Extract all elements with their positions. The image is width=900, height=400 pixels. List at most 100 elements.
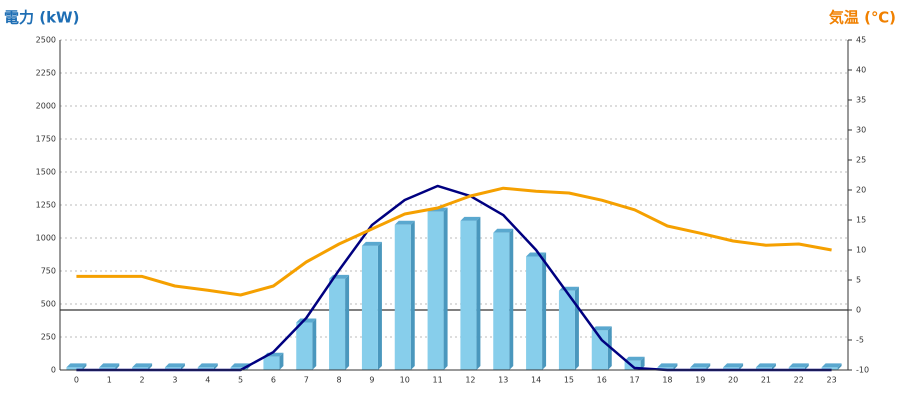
x-tick-label: 12 [465,376,475,385]
bar-side [771,363,776,370]
x-tick-label: 14 [531,376,541,385]
bar [821,367,838,370]
bar-top [493,228,514,233]
y2-tick-label: 20 [856,186,866,195]
bar [66,367,83,370]
bar-top [755,363,776,368]
x-tick-label: 3 [172,376,177,385]
y2-tick-label: 10 [856,246,866,255]
bar-top [657,363,678,368]
x-tick-label: 17 [629,376,639,385]
y2-tick-label: -5 [856,336,864,345]
y-tick-label: 0 [51,366,56,375]
bar-side [213,363,218,370]
x-tick-label: 13 [498,376,508,385]
y2-tick-label: 25 [856,156,866,165]
bar [394,224,411,370]
x-tick-label: 18 [662,376,672,385]
bar [755,367,772,370]
y-tick-label: 500 [41,300,56,309]
bar [263,356,280,370]
bar-side [279,352,284,370]
bar-side [82,363,87,370]
x-tick-label: 11 [432,376,442,385]
bar-top [624,356,645,361]
bar [558,290,575,370]
y2-tick-label: 15 [856,216,866,225]
bar-side [148,363,153,370]
y2-tick-label: 40 [856,66,866,75]
x-tick-label: 0 [74,376,79,385]
bar-top [591,326,612,331]
y-tick-label: 250 [41,333,56,342]
bar-side [739,363,744,370]
bar-side [115,363,120,370]
x-tick-label: 19 [695,376,705,385]
bar-side [574,286,579,370]
y2-tick-label: 35 [856,96,866,105]
y2-tick-label: -10 [856,366,869,375]
bar [296,322,313,370]
bar-side [673,363,678,370]
bar-side [443,207,448,370]
bar-top [394,220,415,225]
bar [493,232,510,370]
bar-side [542,252,547,370]
bar-top [132,363,153,368]
bar [427,211,444,370]
bar-side [509,228,514,370]
bar [329,278,346,370]
y-tick-label: 1250 [36,201,56,210]
y2-tick-label: 45 [856,36,866,45]
x-tick-label: 23 [826,376,836,385]
bar [197,367,214,370]
x-tick-label: 2 [140,376,145,385]
bar [164,367,181,370]
x-tick-label: 20 [728,376,738,385]
x-tick-label: 22 [794,376,804,385]
bar [132,367,149,370]
x-tick-label: 4 [205,376,210,385]
x-tick-label: 21 [761,376,771,385]
bar-top [99,363,120,368]
y2-tick-label: 5 [856,276,861,285]
bar-side [410,220,415,370]
bar-side [804,363,809,370]
x-tick-label: 9 [369,376,374,385]
line [76,184,832,372]
bar-side [312,318,317,370]
bar-side [377,241,382,370]
y-tick-label: 1750 [36,135,56,144]
x-tick-label: 5 [238,376,243,385]
bar [230,367,247,370]
bar [788,367,805,370]
left-axis-title: 電力 (kW) [4,9,79,27]
bar-top [788,363,809,368]
x-tick-label: 8 [337,376,342,385]
bar-side [180,363,185,370]
bar-top [66,363,87,368]
bar-side [640,356,645,370]
bar-top [723,363,744,368]
bar-top [460,216,481,221]
bar-top [164,363,185,368]
bar-top [821,363,842,368]
bar-top [690,363,711,368]
y2-tick-label: 0 [856,306,861,315]
x-tick-label: 15 [564,376,574,385]
bar-side [476,216,481,370]
bar-top [197,363,218,368]
bar [361,245,378,370]
bar-side [837,363,842,370]
bar [723,367,740,370]
y-tick-label: 1500 [36,168,56,177]
bar [99,367,116,370]
bar [526,256,543,370]
bar-top [361,241,382,246]
x-tick-label: 16 [597,376,607,385]
bar-side [345,274,350,370]
x-tick-label: 7 [304,376,309,385]
right-axis-title: 気温 (℃) [829,9,896,27]
y2-tick-label: 30 [856,126,866,135]
